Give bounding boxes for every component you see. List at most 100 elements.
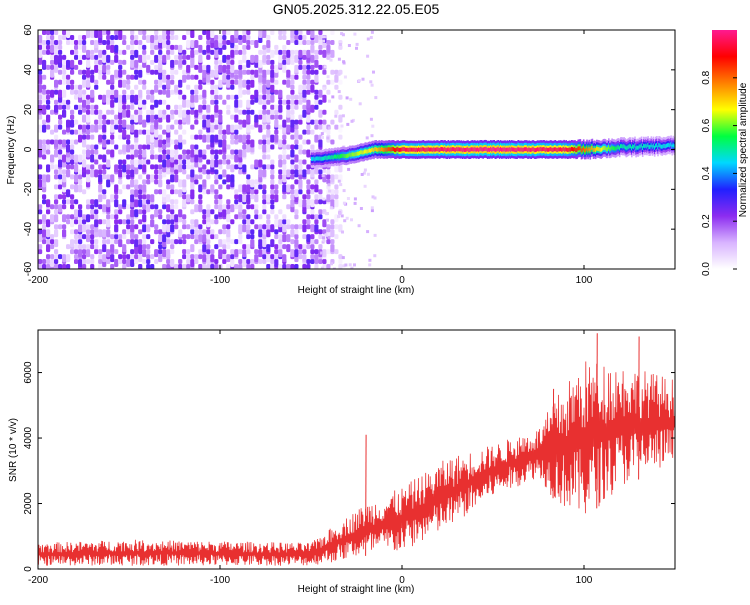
spectrogram-noise-cell	[42, 40, 47, 45]
spectrogram-noise-cell	[270, 189, 275, 195]
spectrogram-trace-cell	[391, 147, 394, 151]
spectrogram-noise-cell	[274, 184, 279, 190]
spectrogram-noise-cell	[54, 79, 59, 88]
spectrogram-noise-cell	[130, 104, 135, 110]
spectrogram-noise-cell	[254, 204, 259, 210]
spectrogram-noise-cell	[110, 194, 115, 203]
spectrogram-noise-cell	[58, 174, 63, 180]
spectrogram-noise-cell	[314, 249, 319, 255]
spectrogram-noise-cell	[154, 169, 159, 175]
spectrogram-noise-cell	[110, 44, 115, 53]
spectrogram-noise-cell	[290, 59, 295, 65]
spectrogram-trace-cell	[629, 144, 632, 149]
spectrogram-noise-cell	[94, 109, 99, 115]
spectrogram-noise-cell	[182, 234, 187, 240]
spectrogram-trace-cell	[352, 152, 355, 157]
spectrogram-noise-cell	[118, 79, 123, 88]
spectrogram-trace-cell	[439, 147, 442, 152]
spectrogram-noise-cell	[230, 174, 235, 183]
spectrogram-trace-cell	[336, 155, 338, 160]
spectrogram-noise-cell	[154, 204, 159, 210]
spectrogram-noise-cell	[278, 219, 283, 228]
spectrogram-trace-cell	[610, 146, 612, 151]
spectrogram-noise-cell	[130, 259, 135, 267]
spectrogram-trace-cell	[339, 154, 341, 159]
spectrogram-noise-cell	[134, 189, 139, 198]
spectrogram-trace-cell	[311, 156, 313, 161]
spectrogram-noise-cell	[146, 249, 151, 255]
spectrogram-noise-cell	[66, 104, 71, 110]
spectrogram-noise-cell	[202, 214, 207, 220]
spectrogram-noise-cell	[318, 64, 323, 70]
spectrogram-trace-cell	[585, 148, 587, 153]
spectrogram-noise-cell	[102, 254, 107, 263]
spectrogram-noise-cell	[114, 124, 119, 130]
spectrogram-noise-cell	[322, 87, 326, 91]
snr-xtick-label: 100	[576, 575, 593, 586]
spectrogram-noise-cell	[202, 154, 207, 160]
spectrogram-trace-cell	[469, 148, 471, 152]
spectrogram-noise-cell	[106, 40, 111, 45]
spectrogram-noise-cell	[146, 35, 151, 43]
spectrogram-noise-cell	[46, 40, 51, 45]
spectrogram-noise-cell	[266, 219, 271, 225]
spectrogram-noise-cell	[302, 109, 307, 118]
spectrogram-noise-cell	[94, 249, 99, 255]
spectrogram-noise-cell	[266, 99, 271, 105]
spectrogram-noise-cell	[182, 35, 187, 40]
spectrogram-noise-cell	[174, 119, 179, 125]
spectrogram-trace-cell	[416, 148, 419, 153]
spectrogram-noise-cell	[370, 209, 374, 213]
spectrogram-noise-cell	[46, 209, 51, 215]
spectrogram-noise-cell	[290, 174, 295, 180]
spectrogram-noise-cell	[298, 94, 303, 100]
spectrogram-noise-cell	[142, 204, 147, 210]
spectrogram-noise-cell	[106, 64, 111, 70]
spectrogram-trace-cell	[313, 156, 315, 161]
spectrogram-noise-cell	[94, 244, 99, 250]
spectrogram-noise-cell	[246, 249, 251, 255]
spectrogram-noise-cell	[170, 74, 175, 80]
spectrogram-noise-cell	[334, 249, 339, 255]
spectrogram-trace-cell	[578, 146, 581, 151]
spectrogram-noise-cell	[114, 144, 119, 150]
spectrogram-trace-cell	[384, 147, 386, 152]
spectrogram-trace-cell	[506, 147, 509, 152]
spectrogram-trace-cell	[489, 147, 491, 152]
spectrogram-noise-cell	[130, 149, 135, 155]
spectrogram-noise-cell	[242, 149, 247, 158]
spectrogram-noise-cell	[42, 229, 47, 238]
spectrogram-noise-cell	[302, 84, 307, 90]
spectrogram-noise-cell	[190, 40, 195, 48]
spectrogram-noise-cell	[78, 124, 83, 130]
spectrogram-noise-cell	[334, 109, 339, 115]
spectrogram-noise-cell	[130, 54, 135, 60]
spectrogram-trace-cell	[395, 148, 397, 153]
spectrogram-noise-cell	[338, 134, 343, 140]
spectrogram-trace-cell	[442, 147, 444, 152]
spectrogram-trace-cell	[418, 147, 420, 152]
spectrogram-noise-cell	[294, 229, 299, 235]
spectrogram-noise-cell	[294, 35, 299, 40]
spectrogram-noise-cell	[202, 189, 207, 195]
spectrogram-noise-cell	[258, 259, 263, 264]
spectrogram-noise-cell	[262, 44, 267, 50]
spectrogram-noise-cell	[102, 244, 107, 253]
spectrogram-noise-cell	[202, 119, 207, 128]
spectrogram-noise-cell	[46, 99, 51, 105]
spectrogram-noise-cell	[54, 40, 59, 45]
spectrogram-trace-cell	[406, 147, 408, 152]
spectrogram-noise-cell	[130, 30, 135, 35]
spectrogram-noise-cell	[146, 259, 151, 264]
spectrogram-noise-cell	[190, 169, 195, 178]
spectrogram-noise-cell	[341, 114, 345, 118]
spectrogram-trace-cell	[394, 147, 396, 152]
spectrogram-noise-cell	[298, 164, 303, 170]
spectrogram-noise-cell	[322, 209, 326, 213]
spectrogram-noise-cell	[318, 139, 323, 148]
spectrogram-noise-cell	[258, 99, 263, 105]
spectrogram-noise-cell	[182, 254, 187, 260]
spectrogram-noise-cell	[150, 134, 155, 143]
spectrogram-noise-cell	[178, 54, 183, 60]
spectrogram-noise-cell	[322, 119, 327, 125]
